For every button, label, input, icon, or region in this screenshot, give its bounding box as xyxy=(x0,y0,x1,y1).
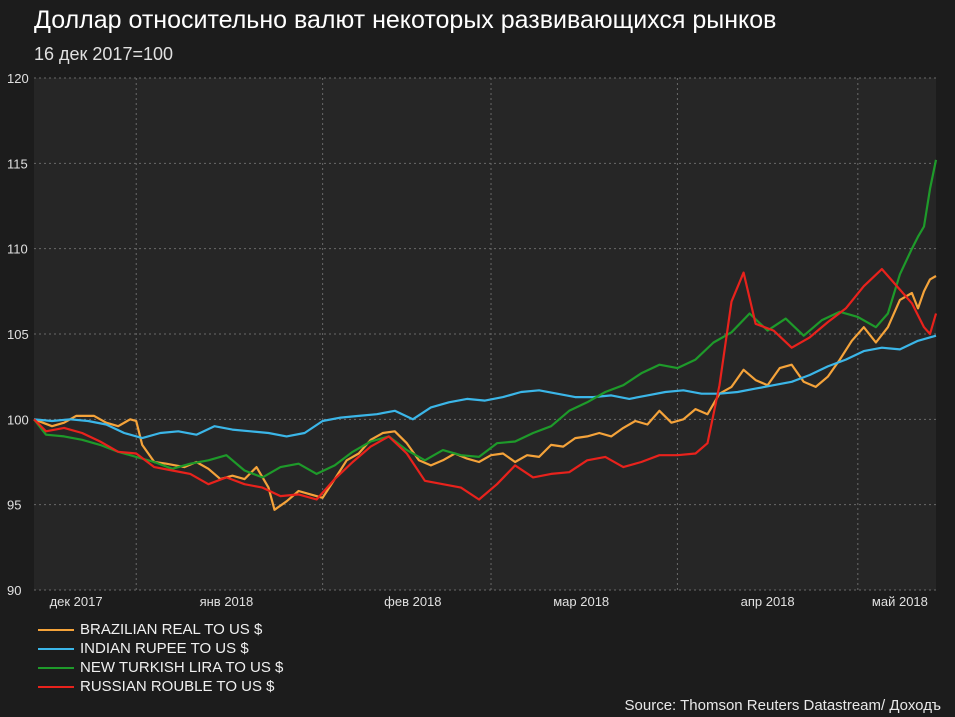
y-tick-label: 115 xyxy=(7,156,28,171)
series-line-1 xyxy=(33,334,937,440)
y-tick-label: 100 xyxy=(7,412,29,427)
legend-swatch-inr xyxy=(38,647,74,650)
y-tick-label: 90 xyxy=(7,583,21,598)
legend-item-inr: INDIAN RUPEE TO US $ xyxy=(38,639,283,658)
legend-item-rub: RUSSIAN ROUBLE TO US $ xyxy=(38,677,283,696)
chart-title: Доллар относительно валют некоторых разв… xyxy=(34,6,777,34)
x-tick-label: мар 2018 xyxy=(553,594,609,609)
x-tick-label: янв 2018 xyxy=(200,594,254,609)
legend-label-inr: INDIAN RUPEE TO US $ xyxy=(80,640,249,657)
x-tick-label: фев 2018 xyxy=(384,594,441,609)
y-tick-label: 95 xyxy=(7,498,21,513)
y-tick-label: 105 xyxy=(7,327,29,342)
legend-swatch-rub xyxy=(38,685,74,688)
x-tick-label: апр 2018 xyxy=(741,594,795,609)
legend-label-try: NEW TURKISH LIRA TO US $ xyxy=(80,659,284,676)
x-tick-label: дек 2017 xyxy=(50,594,103,609)
legend-swatch-brl xyxy=(38,628,74,631)
source-note: Source: Thomson Reuters Datastream/ Дохо… xyxy=(624,697,941,714)
legend-item-try: NEW TURKISH LIRA TO US $ xyxy=(38,658,283,677)
legend-label-brl: BRAZILIAN REAL TO US $ xyxy=(80,621,263,638)
series-line-3 xyxy=(33,268,938,501)
x-tick-label: май 2018 xyxy=(872,594,928,609)
y-tick-label: 110 xyxy=(7,242,28,257)
chart-subtitle: 16 дек 2017=100 xyxy=(34,44,173,64)
legend-swatch-try xyxy=(38,666,74,669)
legend-label-rub: RUSSIAN ROUBLE TO US $ xyxy=(80,678,275,695)
legend-item-brl: BRAZILIAN REAL TO US $ xyxy=(38,620,283,639)
y-tick-label: 120 xyxy=(7,71,29,86)
chart-legend: BRAZILIAN REAL TO US $ INDIAN RUPEE TO U… xyxy=(38,620,283,696)
